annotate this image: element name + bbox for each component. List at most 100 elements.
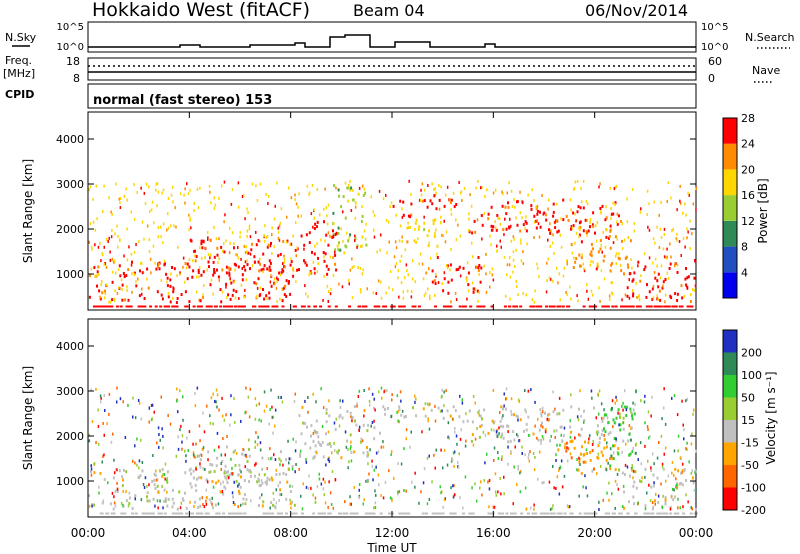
- velocity-cell: [318, 472, 320, 476]
- power-cell: [116, 224, 118, 228]
- power-cell: [546, 279, 548, 283]
- power-cell: [574, 212, 576, 216]
- velocity-cell: [312, 439, 315, 443]
- power-cell: [663, 255, 666, 259]
- power-colorbar-tick: 8: [741, 241, 748, 254]
- velocity-cell: [358, 429, 360, 432]
- velocity-cell: [505, 397, 508, 401]
- power-cell: [478, 264, 481, 267]
- velocity-cell: [624, 405, 627, 409]
- velocity-cell: [271, 478, 274, 482]
- velocity-cell: [185, 459, 187, 463]
- power-cell: [334, 248, 337, 252]
- velocity-cell: [507, 440, 510, 444]
- power-cell: [636, 296, 638, 299]
- velocity-cell: [681, 462, 684, 466]
- velocity-cell: [461, 398, 463, 402]
- power-cell: [481, 237, 483, 241]
- velocity-cell: [570, 393, 572, 397]
- power-cell: [158, 263, 160, 266]
- velocity-cell: [103, 478, 106, 481]
- velocity-cell: [500, 405, 503, 409]
- power-cell: [209, 305, 213, 308]
- velocity-cell: [282, 472, 285, 475]
- power-cell: [609, 297, 611, 301]
- velocity-cell: [601, 419, 604, 423]
- velocity-cell: [327, 505, 329, 509]
- velocity-cell: [188, 512, 192, 515]
- velocity-cell: [261, 467, 264, 471]
- power-cell: [242, 305, 246, 308]
- power-cell: [290, 196, 293, 200]
- velocity-cell: [247, 395, 250, 399]
- power-cell: [280, 271, 283, 275]
- power-cell: [608, 235, 611, 238]
- power-cell: [177, 245, 179, 249]
- velocity-cell: [201, 496, 203, 500]
- power-cell: [664, 278, 667, 281]
- velocity-cell: [603, 408, 605, 412]
- power-cell: [411, 305, 415, 308]
- velocity-cell: [622, 439, 625, 443]
- power-cell: [304, 284, 306, 288]
- power-cell: [209, 283, 212, 287]
- power-cell: [428, 241, 430, 245]
- velocity-cell: [677, 449, 679, 453]
- velocity-cell: [134, 512, 138, 515]
- power-cell: [414, 221, 417, 225]
- velocity-cell: [213, 448, 216, 452]
- power-cell: [596, 265, 599, 269]
- velocity-cell: [259, 448, 262, 452]
- velocity-cell: [578, 512, 582, 515]
- velocity-cell: [356, 404, 358, 408]
- velocity-cell: [232, 450, 235, 454]
- power-cell: [115, 182, 117, 186]
- power-cell: [240, 283, 243, 287]
- velocity-cell: [248, 447, 250, 451]
- velocity-cell: [624, 463, 627, 467]
- velocity-cell: [613, 437, 616, 440]
- velocity-cell: [371, 464, 374, 468]
- power-cell: [187, 192, 190, 196]
- power-cell: [284, 284, 287, 288]
- velocity-cell: [612, 418, 615, 422]
- power-cell: [185, 266, 188, 270]
- power-cell: [604, 245, 607, 249]
- velocity-cell: [301, 512, 304, 515]
- power-cell: [610, 291, 613, 295]
- power-cell: [552, 233, 554, 237]
- velocity-cell: [398, 408, 401, 412]
- velocity-cell: [415, 414, 418, 418]
- power-cell: [182, 265, 184, 269]
- velocity-cell: [525, 422, 528, 426]
- velocity-cell: [640, 462, 643, 466]
- power-cell: [255, 282, 258, 286]
- power-cell: [253, 255, 256, 259]
- velocity-cell: [112, 507, 115, 511]
- velocity-cell: [122, 400, 124, 404]
- velocity-cell: [221, 414, 224, 418]
- velocity-cell: [490, 428, 493, 432]
- power-cell: [285, 240, 288, 244]
- velocity-cell: [637, 502, 639, 506]
- velocity-cell: [196, 477, 198, 481]
- velocity-cell: [538, 428, 541, 432]
- velocity-cell: [228, 476, 230, 480]
- power-cell: [200, 256, 203, 260]
- power-cell: [515, 248, 517, 252]
- power-cell: [579, 206, 582, 210]
- power-cell: [499, 222, 501, 226]
- power-cell: [281, 299, 284, 303]
- power-cell: [468, 228, 470, 232]
- power-cell: [620, 269, 623, 273]
- power-cell: [603, 254, 606, 258]
- velocity-cell: [275, 488, 277, 492]
- power-cell: [239, 235, 241, 239]
- velocity-cell: [279, 493, 282, 496]
- velocity-cell: [542, 425, 544, 429]
- velocity-cell: [520, 512, 524, 515]
- velocity-cell: [459, 496, 461, 500]
- power-cell: [555, 219, 558, 223]
- power-cell: [180, 293, 183, 296]
- power-cell: [189, 217, 192, 220]
